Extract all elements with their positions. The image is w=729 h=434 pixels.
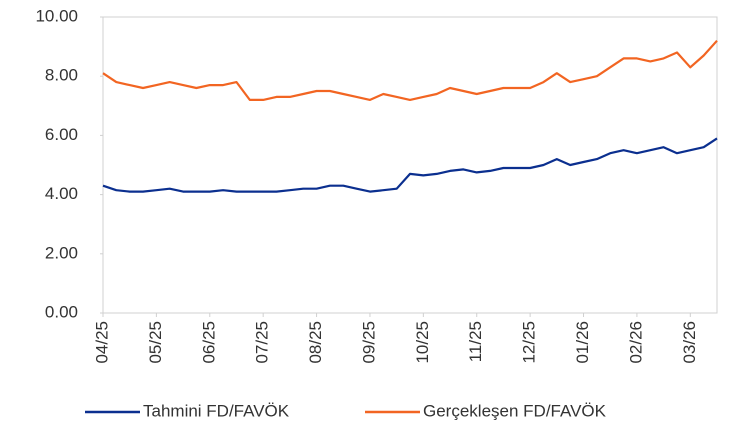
y-tick-label: 4.00 <box>45 184 78 203</box>
x-tick-label: 07/25 <box>253 321 272 364</box>
x-tick-label: 02/26 <box>626 321 645 364</box>
y-tick-label: 8.00 <box>45 66 78 85</box>
x-tick-label: 04/25 <box>92 321 111 364</box>
x-tick-label: 08/25 <box>306 321 325 364</box>
x-tick-label: 06/25 <box>199 321 218 364</box>
y-tick-label: 10.00 <box>35 6 78 25</box>
legend-label: Gerçekleşen FD/FAVÖK <box>423 401 607 420</box>
legend-label: Tahmini FD/FAVÖK <box>143 401 290 420</box>
x-tick-label: 10/25 <box>413 321 432 364</box>
x-tick-label: 05/25 <box>146 321 165 364</box>
series-line <box>102 137 718 193</box>
y-tick-label: 0.00 <box>45 302 78 321</box>
y-tick-label: 6.00 <box>45 125 78 144</box>
x-tick-label: 09/25 <box>359 321 378 364</box>
x-tick-label: 11/25 <box>466 321 485 362</box>
plot-frame <box>102 16 718 314</box>
x-tick-label: 03/26 <box>680 321 699 364</box>
x-tick-label: 12/25 <box>520 321 539 364</box>
series-line <box>102 39 718 101</box>
y-tick-label: 2.00 <box>45 243 78 262</box>
x-tick-label: 01/26 <box>573 321 592 364</box>
